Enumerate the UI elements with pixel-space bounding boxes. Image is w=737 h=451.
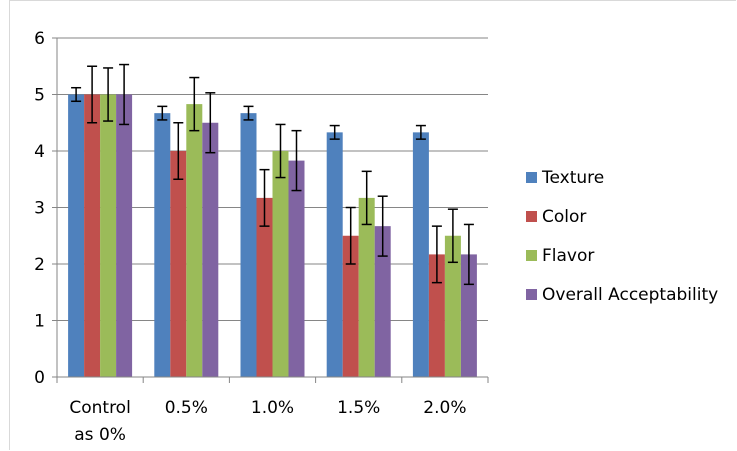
x-tick-label: as 0% bbox=[74, 425, 126, 445]
bar-flavor bbox=[358, 197, 375, 377]
bar-texture bbox=[326, 132, 343, 377]
y-tick-label: 1 bbox=[34, 312, 45, 332]
bar-flavor bbox=[100, 94, 117, 377]
bar-color bbox=[256, 197, 273, 377]
legend-label-flavor: Flavor bbox=[542, 246, 594, 266]
legend-swatch-flavor bbox=[526, 250, 537, 261]
chart-frame bbox=[9, 0, 736, 450]
y-tick-label: 5 bbox=[34, 86, 45, 106]
x-tick-label: 0.5% bbox=[165, 398, 208, 418]
bar-texture bbox=[412, 132, 429, 377]
legend: Texture Color Flavor Overall Acceptability bbox=[526, 168, 718, 305]
legend-label-overall-acceptability: Overall Acceptability bbox=[542, 285, 718, 305]
bar-color bbox=[342, 235, 359, 377]
x-axis-tick-labels: Control as 0% 0.5% 1.0% 1.5% 2.0% bbox=[69, 398, 466, 445]
bar-color bbox=[170, 151, 187, 377]
bar-flavor bbox=[272, 151, 289, 377]
legend-label-texture: Texture bbox=[541, 168, 604, 188]
bar-flavor bbox=[444, 235, 461, 377]
x-tick-label: 1.5% bbox=[337, 398, 380, 418]
bar-color bbox=[84, 94, 101, 377]
bar-texture bbox=[154, 113, 171, 378]
bar-overall-acceptability bbox=[116, 94, 133, 377]
bar-overall-acceptability bbox=[374, 226, 391, 377]
y-tick-label: 2 bbox=[34, 255, 45, 275]
bar-overall-acceptability bbox=[202, 122, 219, 377]
bar-texture bbox=[240, 113, 257, 378]
y-axis-tick-labels: 0 1 2 3 4 5 6 bbox=[34, 29, 45, 388]
x-tick-label: 2.0% bbox=[423, 398, 466, 418]
y-tick-label: 3 bbox=[34, 199, 45, 219]
bar-overall-acceptability bbox=[288, 160, 305, 377]
x-tick-label: 1.0% bbox=[251, 398, 294, 418]
legend-swatch-overall-acceptability bbox=[526, 289, 537, 300]
y-tick-label: 0 bbox=[34, 368, 45, 388]
bar-flavor bbox=[186, 104, 203, 377]
axes-group bbox=[52, 37, 489, 383]
bar-texture bbox=[68, 94, 85, 377]
legend-swatch-color bbox=[526, 211, 537, 222]
y-tick-label: 4 bbox=[34, 142, 45, 162]
x-tick-label: Control bbox=[69, 398, 130, 418]
legend-swatch-texture bbox=[526, 172, 537, 183]
bars-group bbox=[68, 94, 477, 378]
y-tick-label: 6 bbox=[34, 29, 45, 49]
error-bars-group bbox=[71, 63, 474, 286]
bar-color bbox=[428, 254, 445, 377]
legend-label-color: Color bbox=[542, 207, 586, 227]
